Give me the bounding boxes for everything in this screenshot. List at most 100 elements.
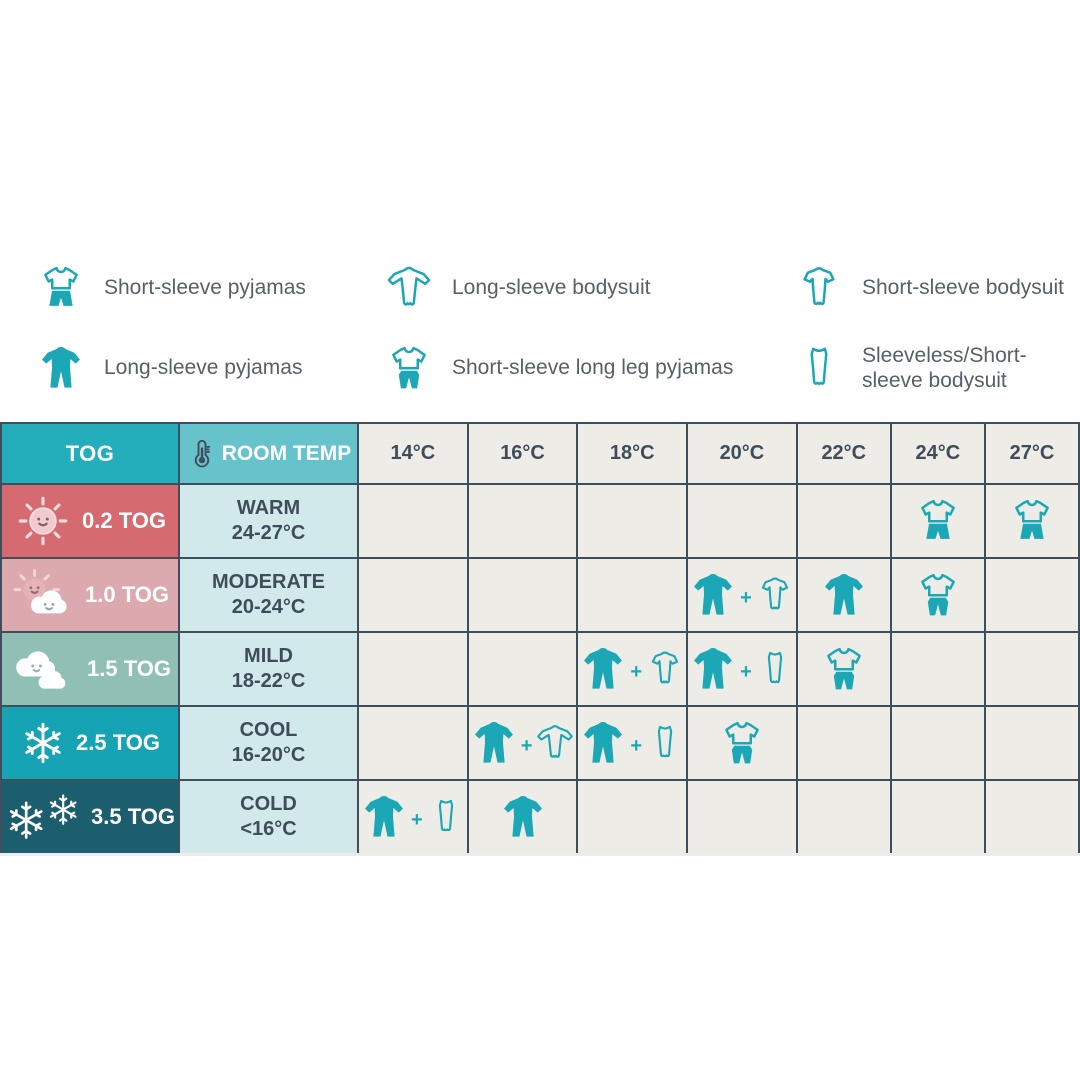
room-temp-range: <16°C	[240, 818, 297, 840]
room-temp-cell: MODERATE 20-24°C	[180, 559, 357, 631]
long-sleeve-pyjamas-icon	[36, 341, 86, 395]
outfit-cell	[891, 559, 984, 631]
outfit-cell	[688, 781, 796, 853]
long-sleeve-bodysuit-icon	[534, 721, 576, 765]
header-tog: TOG	[2, 424, 178, 483]
outfit-cell	[688, 707, 796, 779]
outfit-cell	[797, 485, 890, 557]
room-temp-name: MILD	[244, 645, 293, 667]
room-temp-range: 20-24°C	[231, 596, 306, 618]
long-sleeve-pyjamas-icon	[498, 791, 548, 843]
long-sleeve-pyjamas-icon	[688, 569, 738, 621]
outfit-cell: +	[359, 781, 467, 853]
long-sleeve-pyjamas-icon	[359, 791, 409, 843]
legend-column: Long-sleeve bodysuit Short-sleeve long le…	[384, 248, 784, 408]
short-sleeve-pyjamas-icon	[36, 261, 86, 315]
short-sleeve-long-leg-pyjamas-icon	[384, 341, 434, 395]
short-sleeve-pyjamas-icon	[1007, 495, 1057, 547]
outfit-cell	[985, 707, 1078, 779]
short-sleeve-long-leg-pyjamas-icon	[913, 569, 963, 621]
legend-label: Short-sleeve long leg pyjamas	[452, 356, 734, 380]
short-sleeve-long-leg-pyjamas-icon	[819, 643, 869, 695]
room-temp-range: 24-27°C	[231, 522, 306, 544]
outfit-cell	[468, 485, 577, 557]
outfit-cell	[468, 633, 577, 705]
header-temp: 18°C	[578, 424, 687, 483]
outfit-cell	[359, 559, 467, 631]
legend-item: Sleeveless/Short-sleeve bodysuit	[794, 328, 1080, 408]
legend-item: Short-sleeve long leg pyjamas	[384, 328, 784, 408]
long-sleeve-pyjamas-icon	[688, 643, 738, 695]
long-sleeve-pyjamas-icon	[578, 643, 628, 695]
tog-label: 1.0 TOG	[85, 582, 169, 607]
outfit-cell	[359, 485, 467, 557]
tog-cell: 2.5 TOG	[2, 707, 178, 779]
room-temp-name: COLD	[240, 793, 297, 815]
outfit-cell	[891, 781, 984, 853]
plus-separator: +	[520, 734, 533, 757]
legend-label: Sleeveless/Short-sleeve bodysuit	[862, 343, 1027, 392]
plus-separator: +	[740, 660, 752, 683]
room-temp-name: COOL	[239, 719, 298, 741]
room-temp-name: WARM	[236, 497, 301, 519]
plus-separator: +	[411, 808, 423, 831]
header-temp: 27°C	[985, 424, 1078, 483]
sun-icon	[14, 492, 72, 550]
sleeveless-bodysuit-icon	[794, 341, 844, 395]
outfit-cell	[985, 559, 1078, 631]
legend-label: Short-sleeve pyjamas	[104, 276, 306, 300]
header-temp: 22°C	[797, 424, 890, 483]
outfit-cell	[891, 707, 984, 779]
legend-column: Short-sleeve pyjamas Long-sleeve pyjamas	[36, 248, 356, 408]
long-sleeve-bodysuit-icon	[384, 261, 434, 315]
outfit-cell: +	[578, 707, 687, 779]
outfit-cell: +	[688, 559, 796, 631]
plus-separator: +	[630, 734, 643, 757]
outfit-cell	[359, 707, 467, 779]
outfit-cell	[468, 781, 577, 853]
header-room-temp: ROOM TEMP	[180, 424, 357, 483]
plus-separator: +	[740, 586, 752, 609]
legend-column: Short-sleeve bodysuit Sleeveless/Short-sl…	[794, 248, 1080, 408]
outfit-cell	[468, 559, 577, 631]
tog-table: TOG ROOM TEMP 14°C 16°C 18°C 20°C 22°C 24°C 27°C…	[0, 422, 1080, 853]
outfit-cell	[578, 559, 687, 631]
legend-item: Short-sleeve pyjamas	[36, 248, 356, 328]
room-temp-range: 16-20°C	[231, 744, 306, 766]
snowflake-icon	[20, 720, 66, 766]
clouds-icon	[9, 641, 77, 697]
header-temp: 20°C	[688, 424, 796, 483]
tog-cell: 1.5 TOG	[2, 633, 178, 705]
tog-label: 0.2 TOG	[82, 508, 166, 533]
short-sleeve-bodysuit-icon	[754, 573, 796, 617]
legend: Short-sleeve pyjamas Long-sleeve pyjamas L…	[0, 248, 1080, 413]
short-sleeve-pyjamas-icon	[913, 495, 963, 547]
outfit-cell: +	[468, 707, 577, 779]
short-sleeve-long-leg-pyjamas-icon	[717, 717, 767, 769]
sleeveless-bodysuit-icon	[754, 647, 796, 691]
outfit-cell	[797, 633, 890, 705]
long-sleeve-pyjamas-icon	[578, 717, 628, 769]
outfit-cell	[797, 559, 890, 631]
outfit-cell	[578, 485, 687, 557]
legend-item: Short-sleeve bodysuit	[794, 248, 1080, 328]
outfit-cell	[688, 485, 796, 557]
outfit-cell	[797, 781, 890, 853]
legend-item: Long-sleeve bodysuit	[384, 248, 784, 328]
plus-separator: +	[630, 660, 643, 683]
outfit-cell	[985, 633, 1078, 705]
legend-item: Long-sleeve pyjamas	[36, 328, 356, 408]
outfit-cell: +	[578, 633, 687, 705]
room-temp-cell: MILD 18-22°C	[180, 633, 357, 705]
double-snowflake-icon	[5, 792, 81, 842]
room-temp-range: 18-22°C	[231, 670, 306, 692]
outfit-cell	[891, 485, 984, 557]
short-sleeve-bodysuit-icon	[644, 647, 686, 691]
legend-label: Short-sleeve bodysuit	[862, 276, 1064, 300]
sleeveless-bodysuit-icon	[644, 721, 686, 765]
outfit-cell	[985, 485, 1078, 557]
tog-label: 2.5 TOG	[76, 730, 160, 755]
sleeveless-bodysuit-icon	[425, 795, 467, 839]
room-temp-cell: COOL 16-20°C	[180, 707, 357, 779]
